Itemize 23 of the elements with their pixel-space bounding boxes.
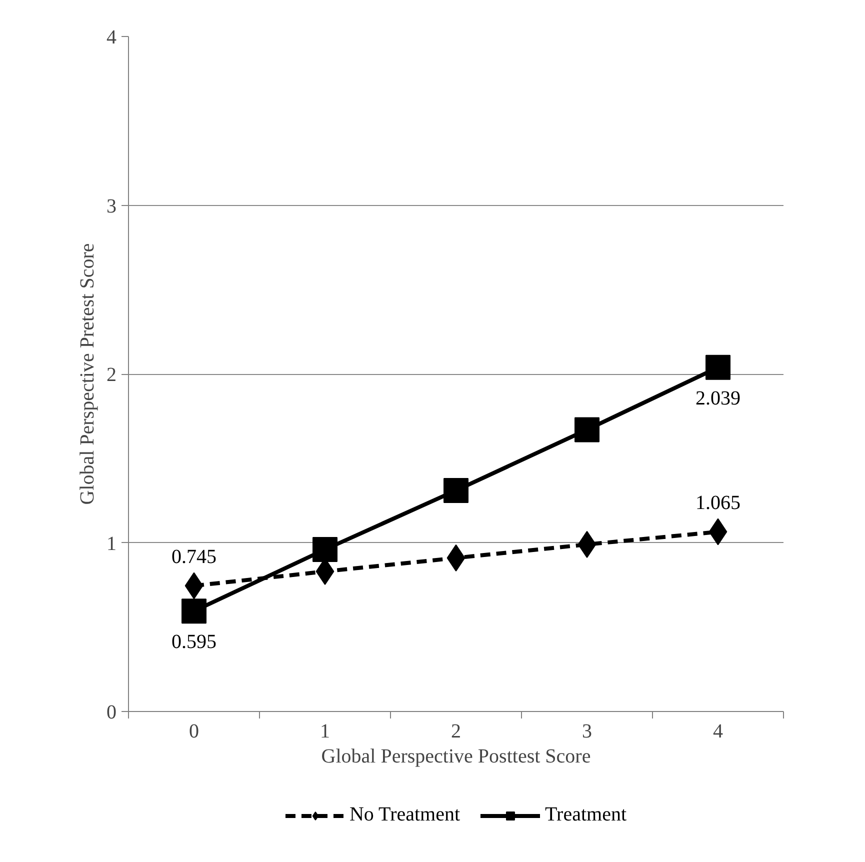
data-label: 0.745 xyxy=(172,546,216,568)
legend-label: Treatment xyxy=(545,804,627,826)
y-tick-label: 0 xyxy=(106,702,116,724)
y-tick-label: 4 xyxy=(106,26,116,48)
point xyxy=(706,354,730,380)
y-tick-label: 2 xyxy=(106,364,116,386)
x-tick-label: 0 xyxy=(189,720,199,742)
point xyxy=(574,417,600,442)
y-tick-label: 1 xyxy=(106,532,116,555)
x-tick-label: 3 xyxy=(582,720,592,742)
legend-label: No Treatment xyxy=(349,804,460,826)
point xyxy=(182,598,206,624)
point xyxy=(444,478,468,503)
x-axis-title: Global Perspective Posttest Score xyxy=(321,746,591,768)
x-tick-label: 2 xyxy=(451,720,461,742)
data-label: 1.065 xyxy=(696,492,740,514)
y-axis-title: Global Perspective Pretest Score xyxy=(76,243,98,505)
point xyxy=(312,537,338,562)
x-tick-label: 1 xyxy=(320,720,330,742)
data-label: 2.039 xyxy=(696,387,740,410)
y-tick-label: 3 xyxy=(106,195,116,218)
x-tick-label: 4 xyxy=(713,720,723,742)
data-label: 0.595 xyxy=(172,631,216,654)
